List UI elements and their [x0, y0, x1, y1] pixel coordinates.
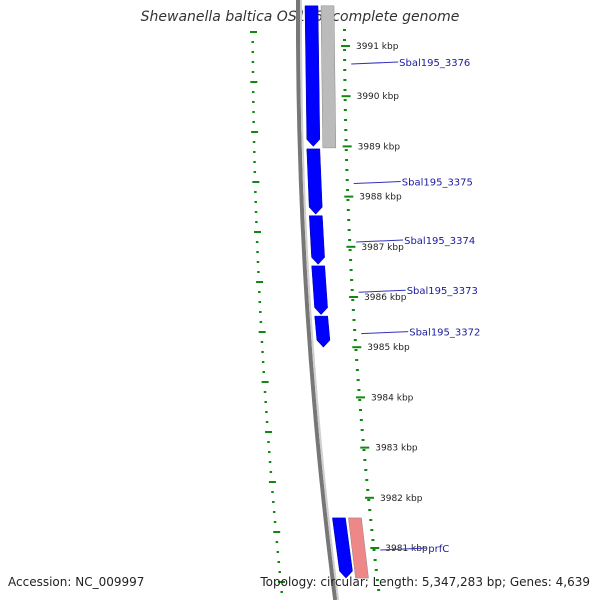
scale-label: 3991 kbp: [356, 42, 399, 52]
gene-label: Sbal195_3374: [404, 236, 475, 247]
gene-arrow-forward: [311, 265, 328, 315]
scale-label: 3990 kbp: [357, 92, 400, 102]
scale-track: 3991 kbp 3990 kbp 3989 kbp 3988 kbp 3987 kbp…: [341, 29, 428, 591]
scale-label: 3985 kbp: [367, 343, 410, 353]
gene-arrow-forward: [309, 215, 325, 265]
summary-text: Topology: circular; Length: 5,347,283 bp…: [260, 575, 590, 589]
scale-label: 3984 kbp: [371, 393, 414, 403]
scale-label: 3987 kbp: [361, 243, 404, 253]
scale-label: 3988 kbp: [359, 193, 402, 203]
label-leader-line: [361, 331, 409, 335]
genome-backbone: [296, 0, 340, 600]
gene-arrow-forward: [314, 315, 331, 348]
gene-arrow-forward: [304, 5, 321, 147]
label-leader-line: [380, 547, 428, 551]
gene-labels: Sbal195_3376 Sbal195_3375 Sbal195_3374 Sbal…: [351, 58, 480, 555]
gene-block-reverse: [320, 5, 337, 149]
gene-track: [304, 5, 369, 579]
backbone-inner-arc: [300, 0, 340, 600]
gene-label: Sbal195_3372: [409, 328, 480, 339]
accession-text: Accession: NC_009997: [8, 575, 145, 589]
gene-arrow-forward: [306, 148, 323, 215]
scale-label: 3982 kbp: [380, 494, 423, 504]
gene-label: Sbal195_3376: [399, 58, 470, 69]
gene-arrow-forward: [332, 517, 353, 579]
rna-gene-block: [348, 517, 369, 579]
label-leader-line: [351, 61, 399, 65]
scale-label: 3983 kbp: [375, 444, 418, 454]
scale-label: 3989 kbp: [358, 142, 401, 152]
backbone-outer-arc: [296, 0, 338, 600]
scale-label: 3986 kbp: [364, 293, 407, 303]
label-leader-line: [356, 239, 404, 243]
gene-label: Sbal195_3373: [407, 286, 478, 297]
label-leader-line: [353, 181, 401, 185]
outer-tick-track: [249, 31, 285, 593]
gene-label: prfC: [428, 544, 449, 555]
gene-label: Sbal195_3375: [402, 178, 473, 189]
label-leader-line: [358, 289, 406, 293]
